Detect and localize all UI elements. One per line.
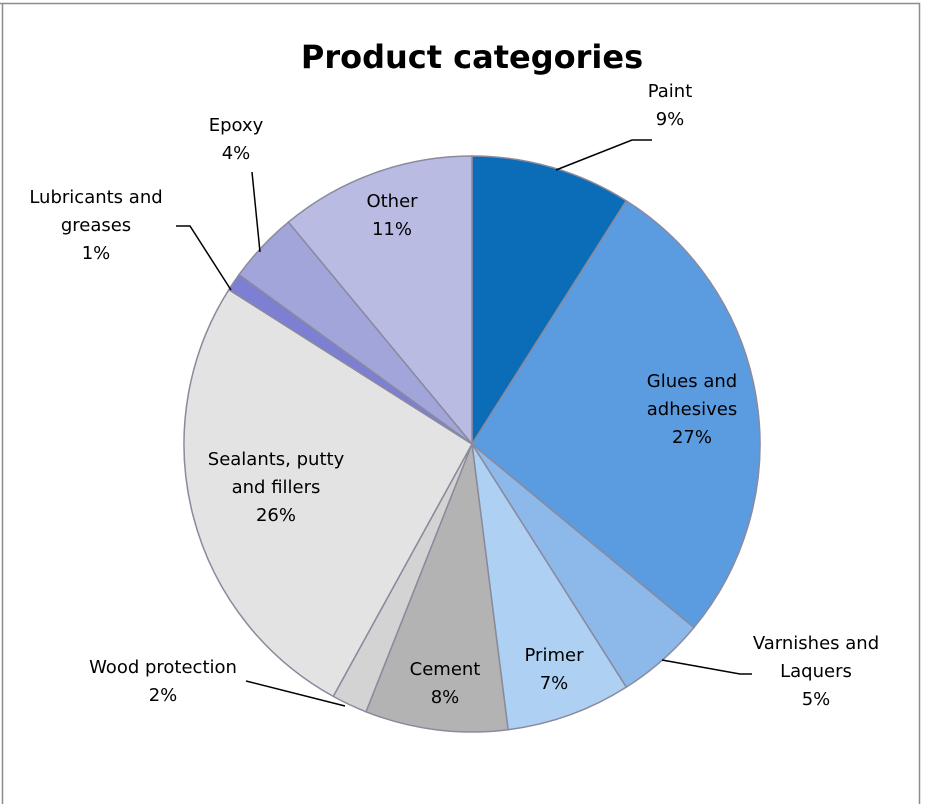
slice-percent-label: 7% [540,673,569,694]
leader-line [176,225,232,291]
slice-percent-label: 8% [431,687,460,708]
slice-percent-label: 5% [802,689,831,710]
slice-name-label: Wood protection [89,657,237,678]
leader-line [661,659,752,675]
leader-lines [176,139,752,707]
pie-slice-glues-and-adhesives [471,199,761,629]
slice-name-label: and fillers [232,477,321,498]
slice-percent-label: 4% [222,143,251,164]
slice-name-label: Cement [410,659,481,680]
slice-percent-label: 2% [149,685,178,706]
leader-line [555,139,652,171]
slice-name-label: Primer [525,645,585,666]
slice-name-label: Laquers [780,661,852,682]
slice-name-label: Paint [648,81,693,102]
slice-percent-label: 27% [672,427,712,448]
chart-title: Product categories [301,38,643,76]
slice-name-label: Lubricants and [29,187,162,208]
pie-slices [183,155,761,733]
leader-line [251,171,261,253]
slice-percent-label: 1% [82,243,111,264]
pie-slice-primer [471,443,628,731]
slice-labels: Paint 9% Glues and adhesives 27% Varnishes an… [29,81,879,710]
slice-name-label: Sealants, putty [208,449,345,470]
slice-name-label: Varnishes and [753,633,879,654]
slice-percent-label: 9% [656,109,685,130]
slice-percent-label: 26% [256,505,296,526]
pie-slice-other [287,155,473,447]
slice-name-label: Epoxy [209,115,264,136]
pie-slice-cement [365,443,509,733]
slice-name-label: Glues and [647,371,737,392]
slice-name-label: greases [61,215,131,236]
slice-percent-label: 11% [372,219,412,240]
slice-name-label: Other [366,191,418,212]
pie-slice-paint [471,155,628,447]
pie-slice-sealants-putty-and-fillers [183,288,473,698]
slice-name-label: adhesives [647,399,737,420]
leader-line [245,680,346,707]
